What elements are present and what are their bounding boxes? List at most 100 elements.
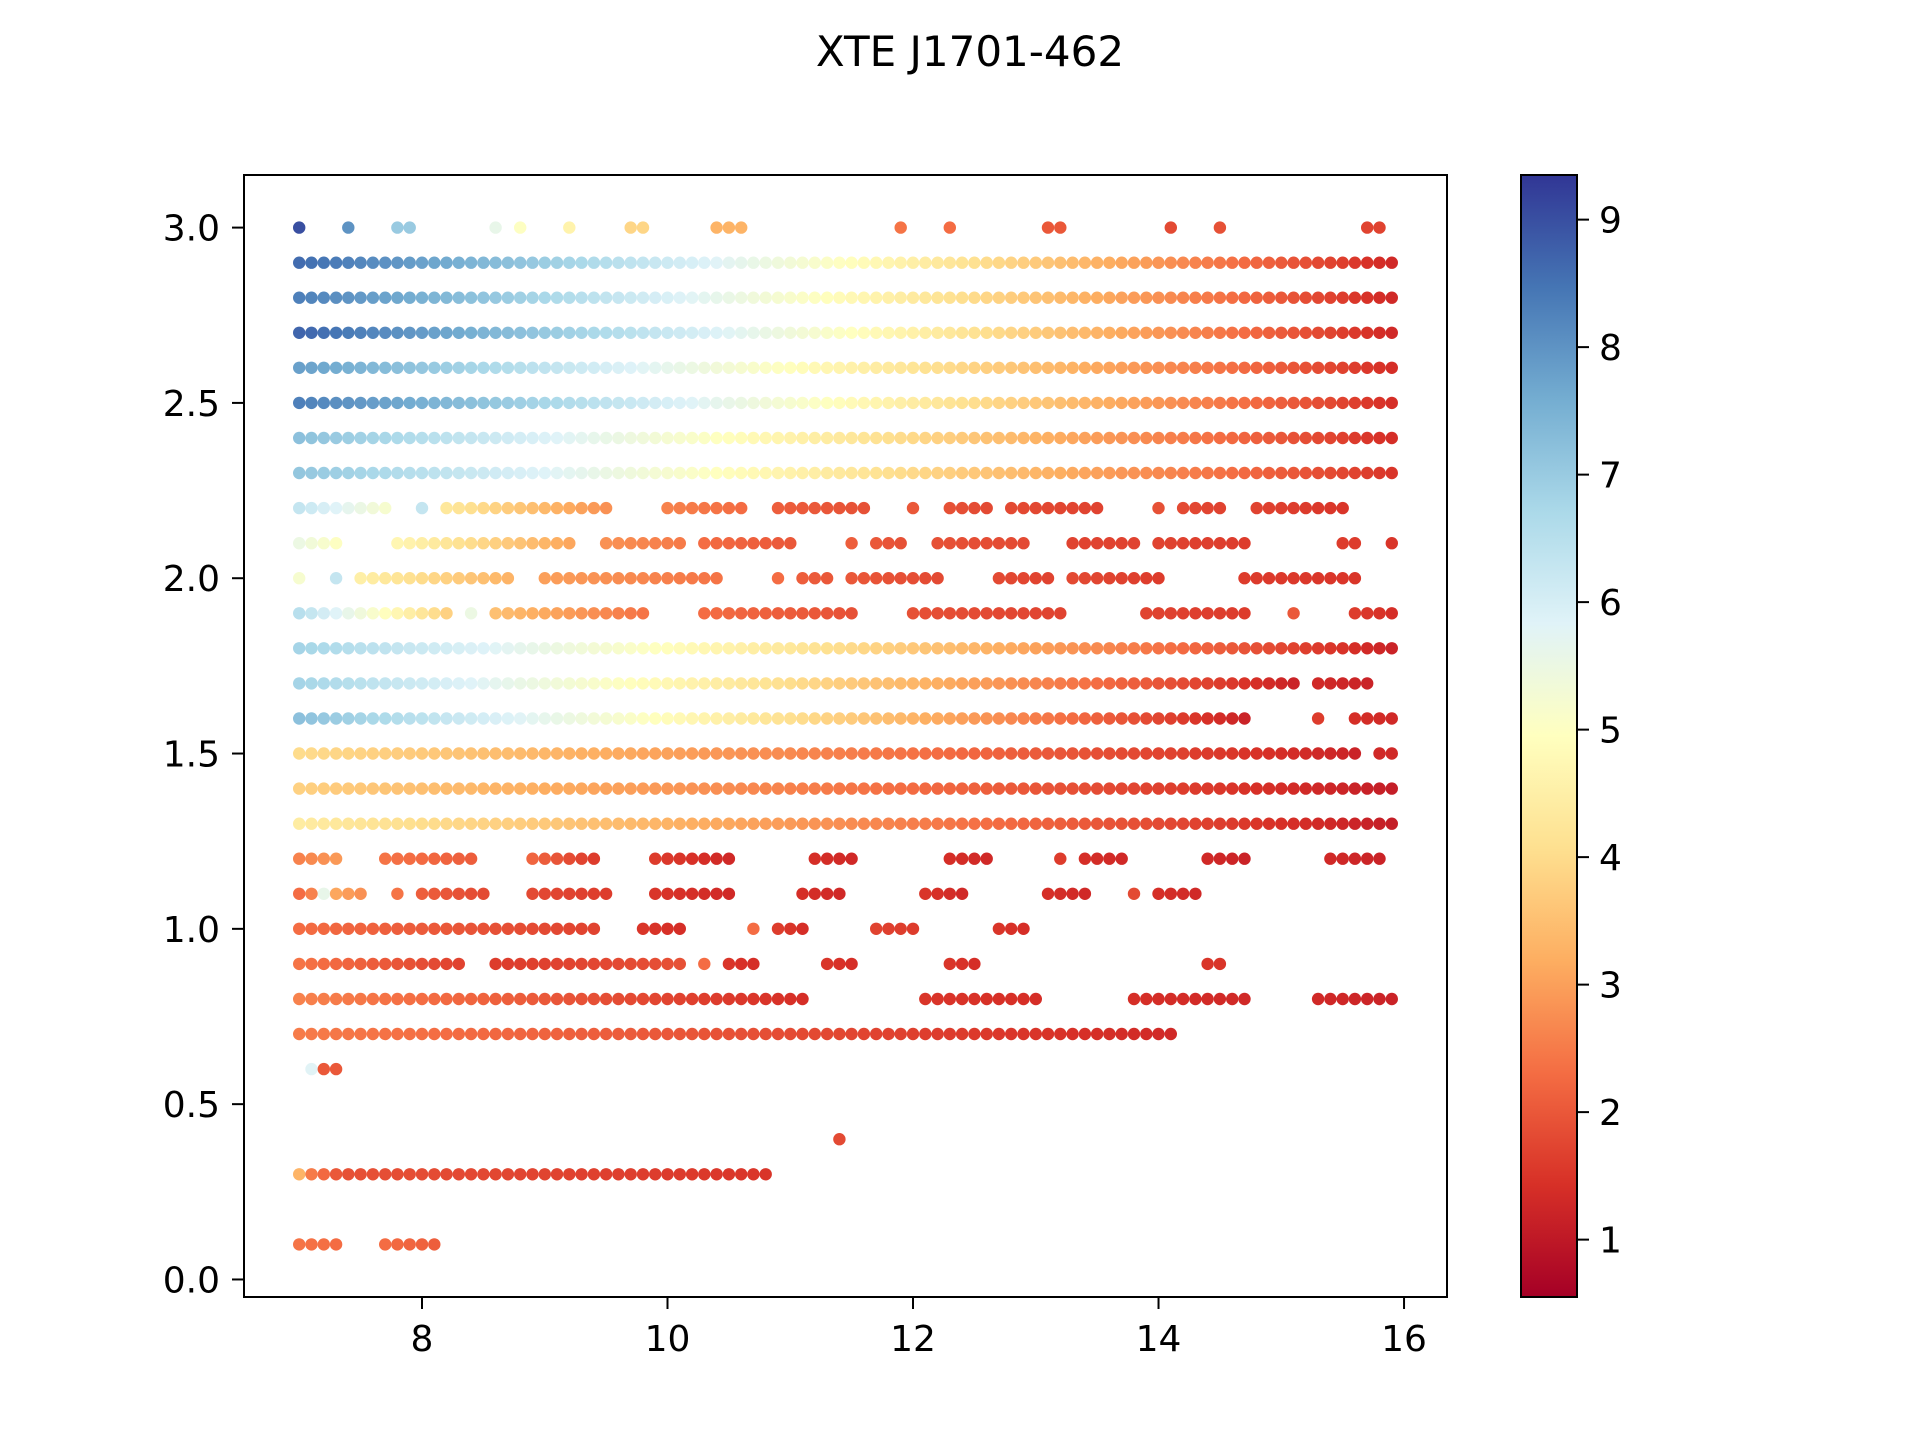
scatter-point bbox=[845, 1027, 858, 1041]
scatter-point bbox=[808, 642, 821, 655]
scatter-point bbox=[673, 1168, 686, 1181]
scatter-point bbox=[489, 537, 502, 550]
scatter-point bbox=[882, 817, 895, 830]
scatter-point bbox=[919, 607, 932, 620]
scatter-point bbox=[1090, 501, 1104, 515]
scatter-point bbox=[796, 572, 809, 585]
scatter-point bbox=[1176, 607, 1190, 620]
scatter-point bbox=[1213, 466, 1227, 480]
scatter-point bbox=[1140, 677, 1153, 690]
scatter-point bbox=[477, 466, 490, 480]
scatter-point bbox=[452, 817, 465, 830]
scatter-point bbox=[612, 677, 625, 690]
scatter-point bbox=[1090, 466, 1104, 480]
scatter-point bbox=[403, 852, 416, 865]
scatter-point bbox=[784, 922, 797, 935]
scatter-point bbox=[1250, 817, 1263, 830]
scatter-point bbox=[526, 431, 539, 445]
scatter-point bbox=[1029, 396, 1043, 410]
scatter-point bbox=[747, 1168, 760, 1181]
scatter-point bbox=[550, 747, 564, 760]
scatter-point bbox=[906, 922, 920, 935]
scatter-point bbox=[305, 782, 318, 795]
scatter-point bbox=[735, 1168, 748, 1181]
scatter-point bbox=[1213, 291, 1227, 304]
scatter-point bbox=[636, 396, 650, 410]
scatter-point bbox=[1152, 992, 1165, 1006]
scatter-point bbox=[305, 747, 318, 760]
scatter-point bbox=[980, 782, 993, 795]
scatter-point bbox=[833, 501, 846, 515]
scatter-point bbox=[698, 852, 711, 865]
scatter-point bbox=[563, 1168, 576, 1181]
scatter-point bbox=[1017, 361, 1030, 374]
scatter-point bbox=[305, 957, 318, 971]
scatter-point bbox=[919, 642, 932, 655]
scatter-point bbox=[1176, 291, 1190, 304]
scatter-point bbox=[391, 887, 404, 900]
scatter-point bbox=[698, 957, 711, 971]
scatter-point bbox=[440, 922, 453, 935]
scatter-point bbox=[833, 607, 846, 620]
scatter-point bbox=[1311, 396, 1325, 410]
scatter-point bbox=[845, 642, 858, 655]
scatter-point bbox=[489, 1168, 502, 1181]
scatter-point bbox=[575, 642, 588, 655]
scatter-point bbox=[673, 572, 686, 585]
scatter-point bbox=[1189, 712, 1202, 725]
scatter-point bbox=[1213, 326, 1227, 339]
scatter-point bbox=[1336, 326, 1349, 339]
scatter-point bbox=[563, 572, 576, 585]
scatter-point bbox=[882, 537, 895, 550]
scatter-point bbox=[624, 1027, 637, 1041]
scatter-point bbox=[698, 887, 711, 900]
scatter-point bbox=[452, 852, 465, 865]
scatter-point bbox=[1348, 572, 1362, 585]
scatter-point bbox=[894, 431, 907, 445]
scatter-point bbox=[1017, 256, 1030, 269]
scatter-point bbox=[710, 221, 723, 234]
scatter-point bbox=[845, 572, 858, 585]
scatter-point bbox=[1152, 431, 1165, 445]
scatter-point bbox=[317, 1062, 330, 1076]
scatter-point bbox=[857, 256, 871, 269]
scatter-point bbox=[415, 817, 429, 830]
scatter-point bbox=[1140, 431, 1153, 445]
scatter-point bbox=[587, 887, 601, 900]
scatter-point bbox=[1213, 852, 1227, 865]
scatter-point bbox=[514, 817, 527, 830]
scatter-point bbox=[1041, 677, 1055, 690]
scatter-point bbox=[1336, 852, 1349, 865]
scatter-point bbox=[857, 396, 871, 410]
scatter-point bbox=[685, 712, 699, 725]
scatter-point bbox=[710, 677, 723, 690]
scatter-point bbox=[587, 466, 601, 480]
scatter-point bbox=[661, 887, 674, 900]
scatter-point bbox=[538, 431, 551, 445]
scatter-point bbox=[636, 642, 650, 655]
scatter-point bbox=[1213, 817, 1227, 830]
scatter-point bbox=[1103, 712, 1116, 725]
scatter-point bbox=[1005, 712, 1018, 725]
scatter-point bbox=[587, 852, 601, 865]
scatter-point bbox=[305, 326, 318, 339]
scatter-point bbox=[784, 992, 797, 1006]
scatter-point bbox=[1201, 607, 1214, 620]
scatter-point bbox=[1361, 992, 1374, 1006]
scatter-point bbox=[1262, 572, 1276, 585]
scatter-point bbox=[1090, 677, 1104, 690]
scatter-point bbox=[759, 1027, 772, 1041]
scatter-point bbox=[550, 852, 564, 865]
scatter-point bbox=[661, 256, 674, 269]
scatter-point bbox=[1054, 431, 1067, 445]
scatter-point bbox=[1066, 782, 1079, 795]
scatter-point bbox=[415, 1168, 429, 1181]
scatter-point bbox=[464, 1168, 478, 1181]
scatter-point bbox=[317, 361, 330, 374]
scatter-point bbox=[477, 677, 490, 690]
scatter-point bbox=[440, 466, 453, 480]
scatter-point bbox=[391, 291, 404, 304]
scatter-point bbox=[931, 537, 944, 550]
scatter-point bbox=[955, 747, 969, 760]
scatter-point bbox=[501, 747, 515, 760]
